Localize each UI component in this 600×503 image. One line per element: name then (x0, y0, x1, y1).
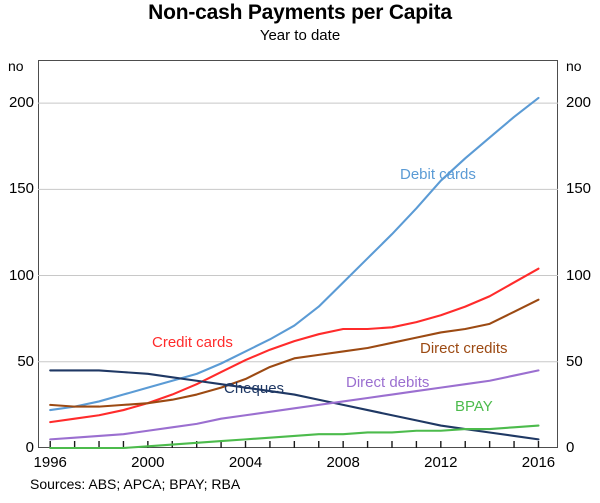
y-axis-unit-right: no (566, 58, 582, 74)
y-axis-tick-label-left: 0 (25, 439, 34, 456)
y-axis-tick-label-right: 150 (566, 180, 592, 198)
x-axis-tick-label: 2008 (326, 454, 360, 471)
series-line-cheques (49, 369, 540, 441)
y-axis-unit-left: no (8, 58, 24, 74)
chart-subtitle: Year to date (259, 27, 341, 44)
y-axis-tick-label-right: 50 (566, 352, 583, 370)
series-line-direct-credits (49, 298, 540, 408)
x-axis-tick-label: 2012 (424, 454, 458, 471)
series-label-cheques: Cheques (224, 380, 285, 397)
series-line-bpay (49, 424, 540, 450)
series-line-direct-debits (49, 369, 540, 441)
x-axis-tick-label: 2000 (131, 454, 165, 471)
x-axis-tick-label: 1996 (33, 454, 67, 471)
x-axis-tick-label: 2016 (521, 454, 556, 471)
chart-title: Non-cash Payments per Capita (148, 1, 452, 24)
x-axis-tick-label: 2004 (228, 454, 263, 471)
series-label-direct-debits: Direct debits (346, 374, 430, 391)
y-axis-tick-label-left: 50 (17, 352, 34, 370)
series-label-direct-credits: Direct credits (420, 340, 508, 357)
source-note: Sources: ABS; APCA; BPAY; RBA (30, 476, 241, 492)
series-line-debit-cards (49, 96, 540, 412)
y-axis-tick-label-left: 200 (8, 94, 34, 112)
series-label-debit-cards: Debit cards (400, 166, 476, 183)
y-axis-tick-label-right: 100 (566, 266, 592, 284)
series-label-credit-cards: Credit cards (152, 334, 233, 351)
y-axis-tick-label-left: 150 (8, 180, 34, 198)
series-label-bpay: BPAY (455, 398, 493, 415)
y-axis-tick-label-right: 0 (566, 439, 575, 456)
y-axis-tick-label-right: 200 (566, 94, 592, 112)
y-axis-tick-label-left: 100 (8, 266, 34, 284)
series-line-credit-cards (49, 267, 540, 424)
